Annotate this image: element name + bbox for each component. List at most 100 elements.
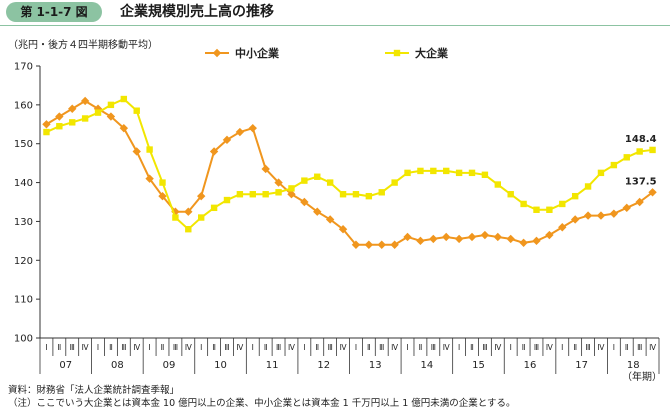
quarter-label: Ⅱ [367,343,371,352]
data-point [262,191,269,198]
year-label: 09 [163,360,176,371]
data-point [69,119,76,126]
data-point [42,120,51,129]
y-tick-label: 100 [14,334,33,345]
data-point [559,200,566,208]
data-point [507,191,514,198]
data-point [416,236,425,246]
data-point [378,189,385,196]
quarter-label: Ⅳ [82,343,89,352]
data-point [235,127,245,137]
quarter-label: Ⅰ [355,343,357,352]
quarter-label: Ⅰ [97,343,99,352]
legend-marker [212,48,222,58]
header-divider [0,25,670,26]
data-point [546,206,553,213]
data-point [570,215,580,224]
data-point [261,164,270,174]
quarter-label: Ⅰ [200,343,202,352]
data-point [609,209,619,218]
quarter-label: Ⅱ [212,343,216,352]
quarter-label: Ⅱ [522,343,526,352]
quarter-label: Ⅰ [406,343,408,352]
quarter-label: Ⅲ [224,343,229,352]
quarter-label: Ⅳ [598,343,605,352]
data-point [119,123,129,133]
data-point [571,192,579,200]
data-point [430,167,437,175]
data-point [417,167,424,175]
data-point [196,191,206,201]
series-line-sme [45,99,654,246]
y-tick-label: 110 [14,295,33,306]
quarter-label: Ⅲ [276,343,281,352]
data-point [352,191,360,198]
data-point [533,206,540,213]
data-point [223,196,231,204]
data-point [443,167,450,175]
data-point [159,179,166,186]
quarter-label: Ⅳ [133,343,140,352]
year-label: 11 [266,360,279,371]
y-tick-label: 130 [14,217,33,228]
data-point [185,226,192,233]
data-point [493,232,503,242]
quarter-label: Ⅳ [546,343,553,352]
data-point [248,123,257,133]
data-point [596,211,606,220]
data-point [467,232,477,242]
data-point [558,223,567,232]
data-point [481,171,489,178]
data-point [314,173,321,180]
data-point [43,128,50,136]
data-point [172,214,179,221]
quarter-label: Ⅳ [236,343,243,352]
data-point [545,230,554,240]
end-value-label: 148.4 [625,134,657,145]
data-point [623,154,630,161]
legend-label: 中小企業 [235,46,280,60]
data-point [249,191,256,198]
data-point [94,109,102,116]
data-point [146,146,153,153]
data-point [429,234,438,244]
data-point [365,192,373,200]
quarter-label: Ⅲ [173,343,178,352]
data-point [288,185,295,192]
data-point [454,234,464,244]
y-tick-label: 140 [14,178,33,189]
quarter-label: Ⅱ [470,343,474,352]
data-point [158,191,167,201]
definition-note: （注）ここでいう大企業とは資本金 10 億円以上の企業、中小企業とは資本金 1 … [8,398,516,409]
y-tick-label: 160 [14,100,33,111]
data-point [132,147,141,156]
data-point [301,177,308,184]
data-point [468,169,476,177]
data-point [442,232,451,242]
data-point [274,178,283,187]
data-point [390,240,399,249]
data-point [404,169,411,177]
data-point [636,148,643,155]
year-label: 10 [214,360,227,371]
data-point [56,123,63,130]
legend-label: 大企業 [415,46,449,60]
quarter-label: Ⅱ [264,343,268,352]
source-note: 資料：財務省「法人企業統計調査季報」 [8,385,180,396]
data-point [597,169,605,177]
data-point [649,146,656,154]
data-point [325,215,335,224]
quarter-label: Ⅲ [637,343,642,352]
data-point [209,147,219,156]
end-value-label: 137.5 [625,176,657,187]
year-label: 16 [524,360,537,371]
data-point [584,183,592,190]
data-point [339,191,347,198]
quarter-label: Ⅱ [57,343,61,352]
data-point [364,240,374,249]
quarter-label: Ⅲ [70,343,75,352]
y-tick-label: 120 [14,256,33,267]
quarter-label: Ⅳ [443,343,450,352]
data-point [107,101,115,109]
